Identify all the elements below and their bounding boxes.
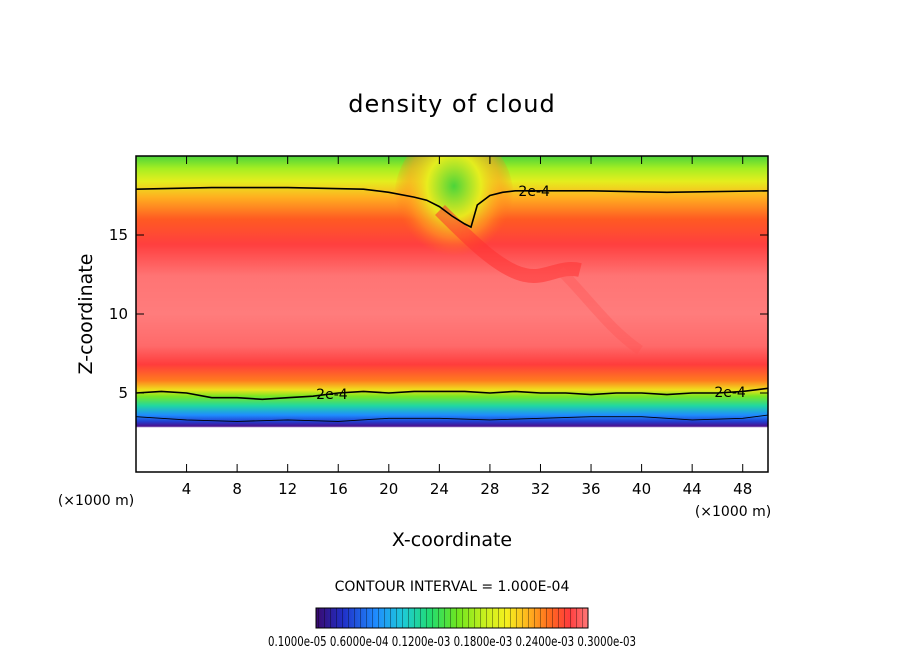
x-tick-label: 36 (581, 480, 600, 498)
contour-label: 2e-4 (518, 184, 550, 200)
x-axis-title: X-coordinate (392, 529, 512, 551)
plot-area (136, 156, 768, 472)
y-axis-title: Z-coordinate (75, 254, 97, 375)
x-tick-label: 24 (430, 480, 449, 498)
x-tick-label: 12 (278, 480, 297, 498)
contour-label: 2e-4 (714, 385, 746, 401)
x-tick-label: 28 (480, 480, 499, 498)
y-axis-ticks: 5 10 15 (109, 226, 768, 402)
x-tick-label: 16 (329, 480, 348, 498)
colorbar-frame (315, 607, 589, 629)
contour-label: 2e-4 (316, 387, 348, 403)
x-tick-label: 4 (182, 480, 192, 498)
plume-outflow (435, 205, 582, 284)
y-unit-label: (×1000 m) (695, 504, 771, 520)
x-tick-label: 20 (379, 480, 398, 498)
x-tick-label: 48 (733, 480, 752, 498)
contour-labels: 2e-4 2e-4 2e-4 (316, 184, 746, 403)
contour-line (136, 414, 768, 422)
x-axis-ticks: 4 8 12 16 20 24 28 32 36 40 44 48 (182, 156, 752, 498)
x-tick-label: 8 (232, 480, 242, 498)
x-tick-label: 44 (683, 480, 702, 498)
colorbar-labels: 0.1000e-05 0.6000e-04 0.1200e-03 0.1800e… (268, 635, 636, 650)
colorbar-divisions (316, 608, 588, 628)
y-tick-label: 5 (118, 384, 128, 402)
contour-interval-label: CONTOUR INTERVAL = 1.000E-04 (335, 579, 570, 595)
updraft-plume (394, 156, 514, 270)
x-tick-label: 40 (632, 480, 651, 498)
y-tick-label: 15 (109, 226, 128, 244)
contour-lines (136, 186, 768, 422)
outflow-shear-band (556, 266, 643, 355)
x-unit-label: (×1000 m) (58, 493, 134, 509)
x-tick-label: 32 (531, 480, 550, 498)
contour-line (136, 186, 768, 229)
y-tick-label: 10 (109, 305, 128, 323)
chart-title: density of cloud (348, 90, 555, 118)
contour-line (136, 387, 768, 401)
